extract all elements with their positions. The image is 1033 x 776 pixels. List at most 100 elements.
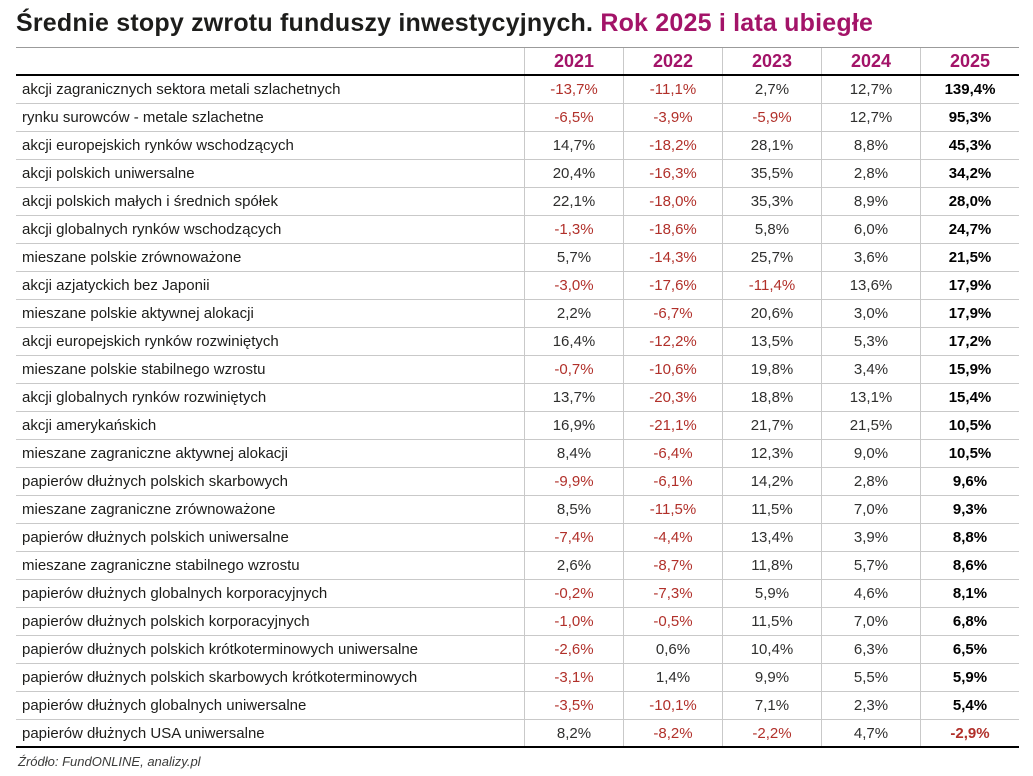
- table-row: papierów dłużnych globalnych korporacyjn…: [16, 580, 1019, 608]
- table-row: mieszane polskie aktywnej alokacji 2,2% …: [16, 300, 1019, 328]
- value-cell: 15,9%: [920, 356, 1019, 383]
- row-label: mieszane polskie zrównoważone: [22, 249, 242, 266]
- value-cell: -6,7%: [623, 300, 722, 327]
- value-cell: 20,4%: [524, 160, 623, 187]
- value-cell: -20,3%: [623, 384, 722, 411]
- value-cell: 9,9%: [722, 664, 821, 691]
- value-cell: 8,5%: [524, 496, 623, 523]
- table-row: akcji zagranicznych sektora metali szlac…: [16, 76, 1019, 104]
- value-cell: -18,6%: [623, 216, 722, 243]
- value-cell: 5,7%: [821, 552, 920, 579]
- value-cell: -0,2%: [524, 580, 623, 607]
- value-cell: -1,0%: [524, 608, 623, 635]
- row-label: akcji globalnych rynków rozwiniętych: [22, 389, 267, 406]
- row-label: papierów dłużnych polskich korporacyjnyc…: [22, 613, 310, 630]
- value-cell: 21,5%: [821, 412, 920, 439]
- value-cell: 7,0%: [821, 496, 920, 523]
- value-cell: -0,5%: [623, 608, 722, 635]
- table-row: papierów dłużnych polskich korporacyjnyc…: [16, 608, 1019, 636]
- table-row: papierów dłużnych polskich uniwersalne -…: [16, 524, 1019, 552]
- table-row: akcji globalnych rynków rozwiniętych 13,…: [16, 384, 1019, 412]
- table-row: papierów dłużnych polskich skarbowych kr…: [16, 664, 1019, 692]
- value-cell: 15,4%: [920, 384, 1019, 411]
- value-cell: 2,6%: [524, 552, 623, 579]
- table-row: mieszane polskie zrównoważone 5,7% -14,3…: [16, 244, 1019, 272]
- value-cell: 14,7%: [524, 132, 623, 159]
- value-cell: 13,5%: [722, 328, 821, 355]
- value-cell: 17,9%: [920, 272, 1019, 299]
- value-cell: 17,9%: [920, 300, 1019, 327]
- row-label: papierów dłużnych USA uniwersalne: [22, 724, 265, 742]
- value-cell: -9,9%: [524, 468, 623, 495]
- row-label: papierów dłużnych polskich skarbowych: [22, 473, 288, 490]
- value-cell: 12,7%: [821, 104, 920, 131]
- value-cell: 35,5%: [722, 160, 821, 187]
- header-year-2024: 2024: [821, 48, 920, 74]
- value-cell: 5,9%: [722, 580, 821, 607]
- table-row: mieszane zagraniczne zrównoważone 8,5% -…: [16, 496, 1019, 524]
- value-cell: 10,4%: [722, 636, 821, 663]
- value-cell: -6,4%: [623, 440, 722, 467]
- value-cell: 7,1%: [722, 692, 821, 719]
- value-cell: 13,1%: [821, 384, 920, 411]
- table-row: mieszane zagraniczne aktywnej alokacji 8…: [16, 440, 1019, 468]
- value-cell: 3,6%: [821, 244, 920, 271]
- row-label: papierów dłużnych polskich skarbowych kr…: [22, 669, 418, 686]
- table-row: mieszane polskie stabilnego wzrostu -0,7…: [16, 356, 1019, 384]
- value-cell: -6,5%: [524, 104, 623, 131]
- value-cell: 9,0%: [821, 440, 920, 467]
- row-label: papierów dłużnych globalnych korporacyjn…: [22, 585, 328, 602]
- table-row: papierów dłużnych globalnych uniwersalne…: [16, 692, 1019, 720]
- value-cell: 139,4%: [920, 76, 1019, 103]
- value-cell: 28,1%: [722, 132, 821, 159]
- header-year-2021: 2021: [524, 48, 623, 74]
- value-cell: 10,5%: [920, 412, 1019, 439]
- value-cell: -14,3%: [623, 244, 722, 271]
- value-cell: 5,3%: [821, 328, 920, 355]
- value-cell: 24,7%: [920, 216, 1019, 243]
- value-cell: -10,6%: [623, 356, 722, 383]
- value-cell: 21,5%: [920, 244, 1019, 271]
- table-row: akcji azjatyckich bez Japonii -3,0% -17,…: [16, 272, 1019, 300]
- row-label: mieszane zagraniczne zrównoważone: [22, 501, 276, 518]
- value-cell: 8,2%: [524, 720, 623, 746]
- value-cell: 8,4%: [524, 440, 623, 467]
- value-cell: -21,1%: [623, 412, 722, 439]
- value-cell: 2,7%: [722, 76, 821, 103]
- value-cell: -4,4%: [623, 524, 722, 551]
- value-cell: -17,6%: [623, 272, 722, 299]
- value-cell: 10,5%: [920, 440, 1019, 467]
- value-cell: 8,6%: [920, 552, 1019, 579]
- value-cell: -13,7%: [524, 76, 623, 103]
- value-cell: -2,6%: [524, 636, 623, 663]
- row-label: mieszane zagraniczne aktywnej alokacji: [22, 445, 288, 462]
- value-cell: 5,7%: [524, 244, 623, 271]
- header-year-2022: 2022: [623, 48, 722, 74]
- row-label: akcji europejskich rynków rozwiniętych: [22, 333, 279, 350]
- value-cell: -11,1%: [623, 76, 722, 103]
- source-note: Źródło: FundONLINE, analizy.pl: [18, 754, 201, 769]
- row-label: akcji globalnych rynków wschodzących: [22, 221, 282, 238]
- value-cell: 6,5%: [920, 636, 1019, 663]
- value-cell: 28,0%: [920, 188, 1019, 215]
- value-cell: 2,3%: [821, 692, 920, 719]
- value-cell: 20,6%: [722, 300, 821, 327]
- value-cell: -8,7%: [623, 552, 722, 579]
- header-year-2025: 2025: [920, 48, 1019, 74]
- row-label: akcji europejskich rynków wschodzących: [22, 137, 294, 154]
- table-body: akcji zagranicznych sektora metali szlac…: [16, 76, 1019, 748]
- value-cell: -18,0%: [623, 188, 722, 215]
- value-cell: -5,9%: [722, 104, 821, 131]
- value-cell: 8,1%: [920, 580, 1019, 607]
- value-cell: -3,9%: [623, 104, 722, 131]
- title-main: Średnie stopy zwrotu funduszy inwestycyj…: [16, 9, 594, 37]
- value-cell: 3,4%: [821, 356, 920, 383]
- table-row: rynku surowców - metale szlachetne -6,5%…: [16, 104, 1019, 132]
- row-label: papierów dłużnych globalnych uniwersalne: [22, 697, 307, 714]
- header-year-2023: 2023: [722, 48, 821, 74]
- value-cell: 2,2%: [524, 300, 623, 327]
- row-label: papierów dłużnych polskich krótkotermino…: [22, 641, 419, 658]
- value-cell: 7,0%: [821, 608, 920, 635]
- value-cell: -2,9%: [920, 720, 1019, 746]
